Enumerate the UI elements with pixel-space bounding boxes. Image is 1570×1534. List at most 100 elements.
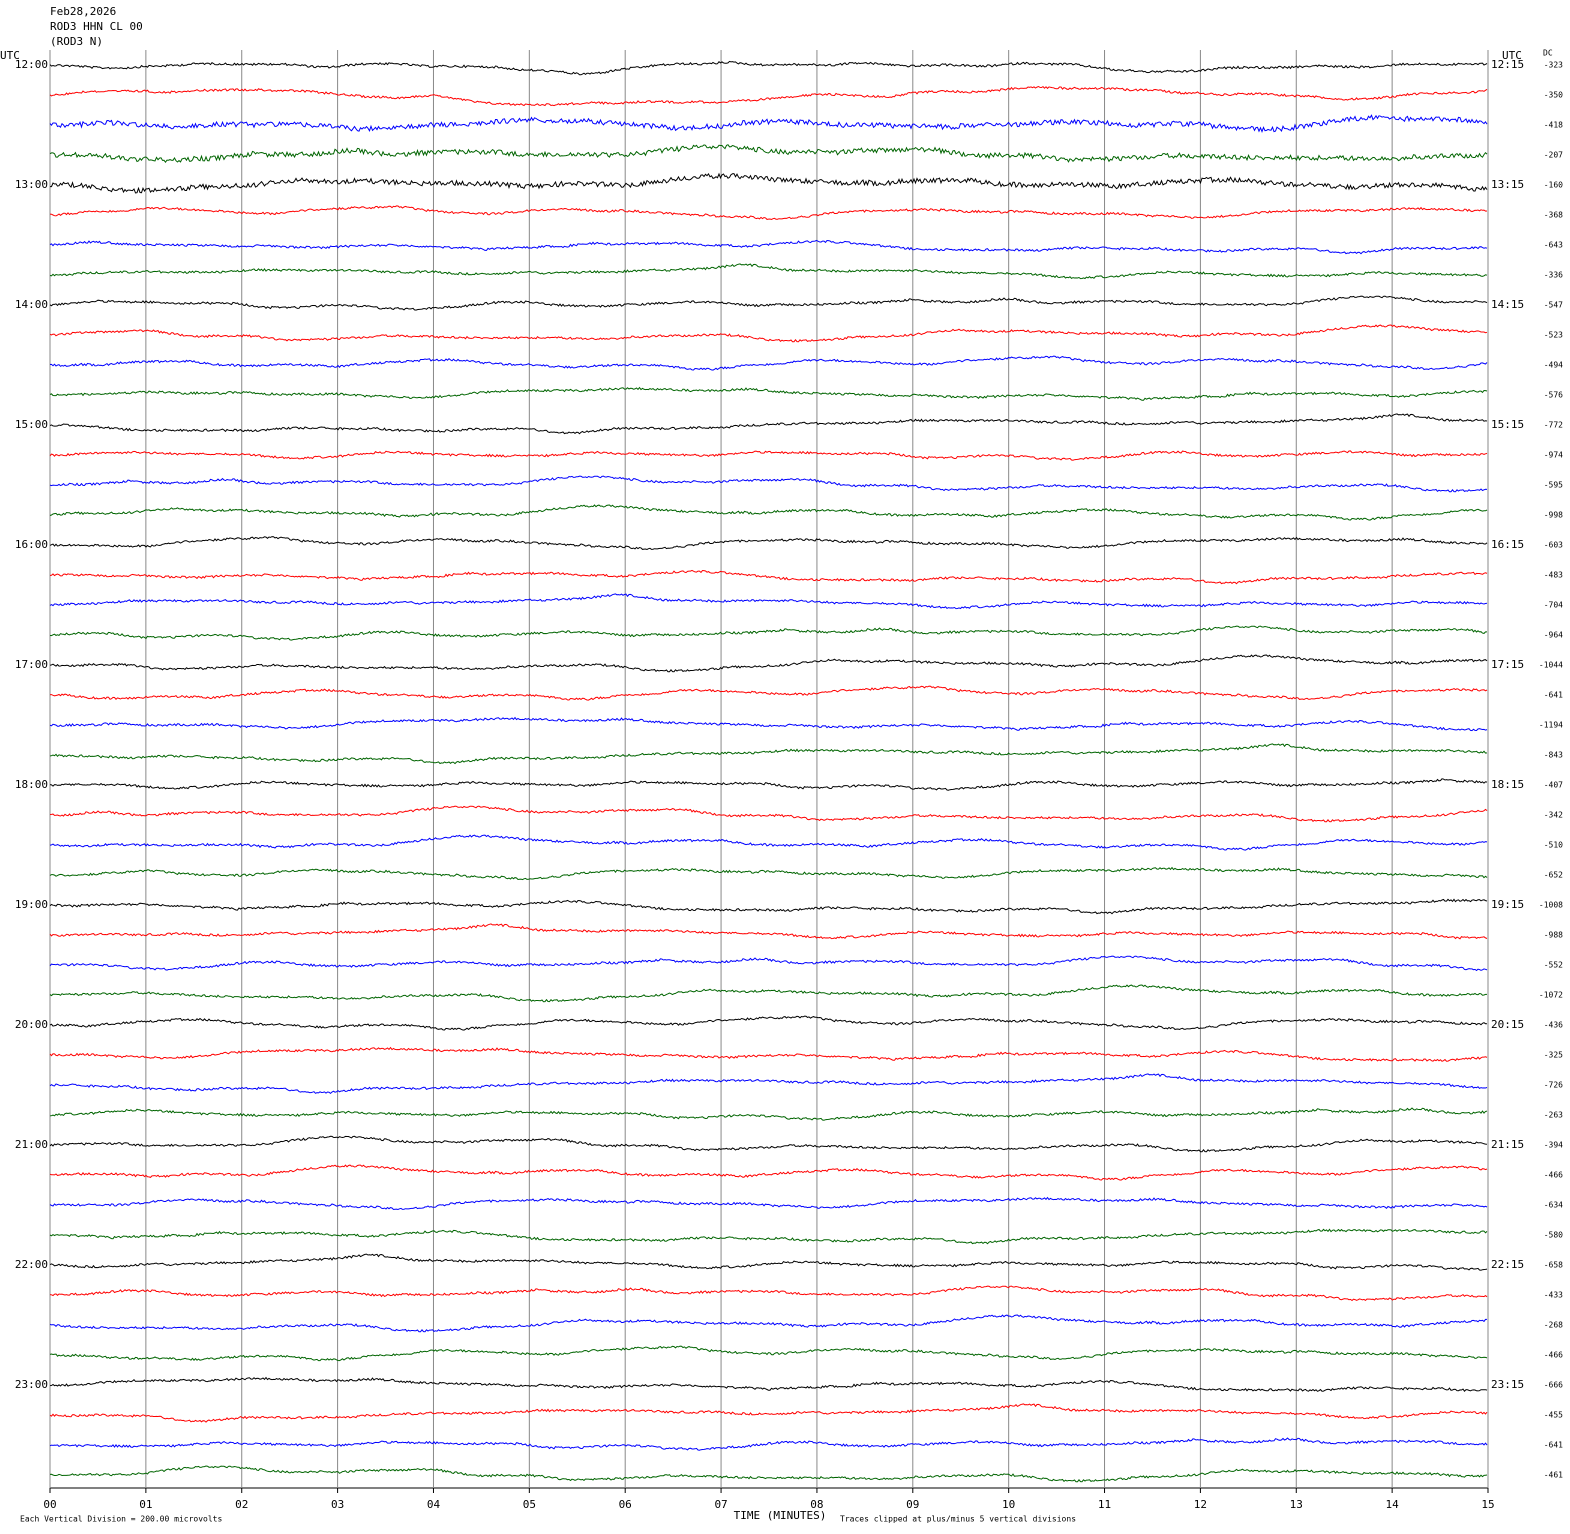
dc-value: -843 (1544, 751, 1563, 760)
x-axis-title: TIME (MINUTES) (734, 1509, 827, 1522)
left-time-label: 21:00 (15, 1138, 48, 1151)
trace (49, 1285, 1488, 1302)
trace (49, 625, 1487, 641)
trace (49, 805, 1488, 823)
trace (49, 475, 1488, 493)
trace (49, 114, 1488, 134)
trace (49, 60, 1488, 76)
trace (49, 386, 1488, 401)
footer-scale: Each Vertical Division = 200.00 microvol… (20, 1515, 222, 1524)
header-date: Feb28,2026 (50, 5, 116, 18)
dc-value: -641 (1544, 691, 1563, 700)
dc-value: -160 (1544, 181, 1563, 190)
dc-value: -974 (1544, 451, 1563, 460)
trace (49, 1314, 1487, 1333)
trace (49, 593, 1488, 610)
dc-value: -407 (1544, 781, 1563, 790)
dc-value: -336 (1544, 271, 1563, 280)
x-tick-label: 09 (906, 1498, 919, 1511)
x-tick-label: 08 (810, 1498, 823, 1511)
dc-value: -350 (1544, 91, 1563, 100)
trace (49, 450, 1488, 461)
trace (49, 866, 1488, 881)
dc-value: -641 (1544, 1441, 1563, 1450)
dc-value: -988 (1544, 931, 1563, 940)
dc-value: -1194 (1539, 721, 1563, 730)
dc-value: -998 (1544, 511, 1563, 520)
x-tick-label: 14 (1386, 1498, 1400, 1511)
trace (49, 984, 1487, 1003)
trace (49, 1073, 1488, 1095)
x-tick-label: 15 (1481, 1498, 1494, 1511)
x-tick-label: 03 (331, 1498, 344, 1511)
trace (49, 1015, 1488, 1031)
dc-value: -576 (1544, 391, 1563, 400)
left-time-label: 13:00 (15, 178, 48, 191)
x-tick-label: 02 (235, 1498, 248, 1511)
x-tick-label: 12 (1194, 1498, 1207, 1511)
dc-value: -704 (1544, 601, 1563, 610)
trace (49, 1046, 1488, 1062)
trace (49, 1465, 1488, 1483)
dc-value: -323 (1544, 61, 1563, 70)
x-tick-label: 13 (1290, 1498, 1303, 1511)
trace (49, 743, 1488, 765)
right-time-label: 18:15 (1491, 778, 1524, 791)
right-time-label: 21:15 (1491, 1138, 1524, 1151)
trace (49, 1437, 1488, 1451)
trace (49, 898, 1488, 915)
x-tick-label: 05 (523, 1498, 536, 1511)
header-station: ROD3 HHN CL 00 (50, 20, 143, 33)
left-axis-title: UTC (0, 49, 20, 62)
dc-value: -466 (1544, 1351, 1563, 1360)
dc-value: -263 (1544, 1111, 1563, 1120)
dc-value: -580 (1544, 1231, 1563, 1240)
right-time-label: 16:15 (1491, 538, 1524, 551)
right-time-label: 12:15 (1491, 58, 1524, 71)
trace (49, 413, 1488, 435)
dc-value: -466 (1544, 1171, 1563, 1180)
left-time-label: 19:00 (15, 898, 48, 911)
trace (49, 1135, 1488, 1153)
dc-value: -461 (1544, 1471, 1563, 1480)
left-time-label: 15:00 (15, 418, 48, 431)
trace (49, 536, 1488, 551)
dc-value: -455 (1544, 1411, 1563, 1420)
trace (49, 923, 1488, 940)
dc-value: -268 (1544, 1321, 1563, 1330)
dc-value: -726 (1544, 1081, 1563, 1090)
trace (49, 1376, 1488, 1392)
trace (49, 778, 1488, 791)
dc-value: -394 (1544, 1141, 1563, 1150)
left-time-label: 20:00 (15, 1018, 48, 1031)
dc-value: -1008 (1539, 901, 1563, 910)
trace (49, 1345, 1488, 1362)
left-time-label: 22:00 (15, 1258, 48, 1271)
trace (49, 1403, 1488, 1423)
dc-value: -494 (1544, 361, 1563, 370)
dc-value: -418 (1544, 121, 1563, 130)
right-time-label: 13:15 (1491, 178, 1524, 191)
right-axis-title: UTC (1502, 49, 1522, 62)
dc-value: -666 (1544, 1381, 1563, 1390)
trace (49, 955, 1488, 972)
dc-value: -547 (1544, 301, 1563, 310)
dc-title: DC (1543, 49, 1553, 58)
trace (49, 716, 1488, 732)
dc-value: -552 (1544, 961, 1563, 970)
left-time-label: 18:00 (15, 778, 48, 791)
trace (49, 144, 1488, 164)
dc-value: -772 (1544, 421, 1563, 430)
left-time-label: 12:00 (15, 58, 48, 71)
trace (49, 295, 1488, 311)
x-tick-label: 06 (619, 1498, 632, 1511)
dc-value: -652 (1544, 871, 1563, 880)
footer-clip: Traces clipped at plus/minus 5 vertical … (840, 1515, 1076, 1524)
dc-value: -603 (1544, 541, 1563, 550)
left-time-label: 14:00 (15, 298, 48, 311)
dc-value: -342 (1544, 811, 1563, 820)
x-tick-label: 11 (1098, 1498, 1111, 1511)
x-tick-label: 04 (427, 1498, 441, 1511)
dc-value: -658 (1544, 1261, 1563, 1270)
trace (49, 1228, 1488, 1245)
